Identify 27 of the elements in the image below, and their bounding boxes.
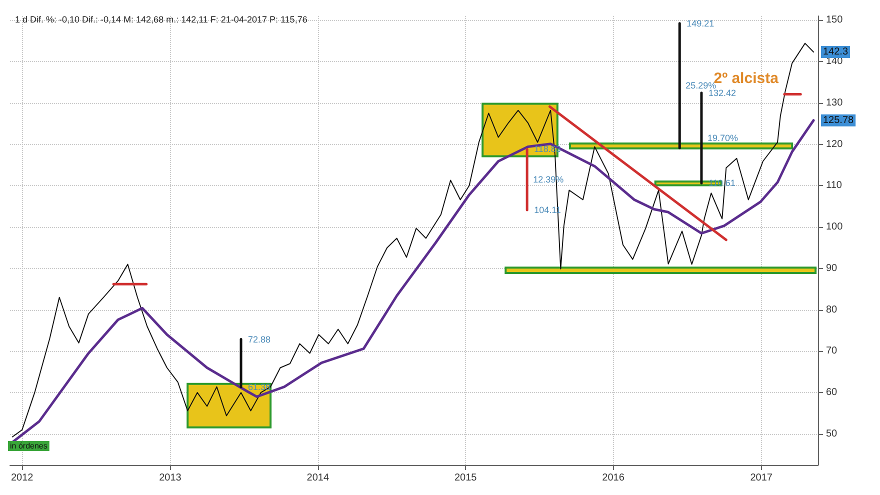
x-tick-label: 2014 <box>306 472 330 484</box>
chart-title: 1 d Dif. %: -0,10 Dif.: -0,14 M: 142,68 m.: 142,11 F: 21-04-2017 P: 115,76 <box>15 14 308 24</box>
annotation: 149.21 <box>686 18 714 28</box>
annotation: 132.42 <box>708 88 736 98</box>
line-series <box>12 42 814 438</box>
y-tick-label: 90 <box>826 262 838 274</box>
x-tick-label: 2012 <box>11 472 34 484</box>
y-tick-label: 50 <box>826 428 838 440</box>
y-tick-label: 110 <box>826 180 842 192</box>
annotation: 125.78 <box>823 114 854 126</box>
y-tick-label: 100 <box>826 222 844 233</box>
x-tick-label: 2016 <box>602 472 625 484</box>
x-tick-label: 2015 <box>454 472 478 484</box>
y-tick-label: 150 <box>826 14 844 26</box>
y-tick-label: 70 <box>826 346 838 357</box>
y-tick-label: 130 <box>826 97 844 108</box>
annotation: 110.61 <box>708 178 736 188</box>
line-series <box>11 119 815 444</box>
annotation: in órdenes <box>10 442 48 450</box>
annotation: 142.3 <box>823 46 848 58</box>
annotation: 72.88 <box>248 334 271 344</box>
x-tick-label: 2013 <box>159 472 182 484</box>
y-tick-label: 80 <box>826 304 838 316</box>
series-label: 19.70% <box>707 133 738 144</box>
y-tick-label: 60 <box>826 387 838 398</box>
y-tick-label: 120 <box>826 138 844 150</box>
x-tick-label: 2017 <box>750 472 773 484</box>
